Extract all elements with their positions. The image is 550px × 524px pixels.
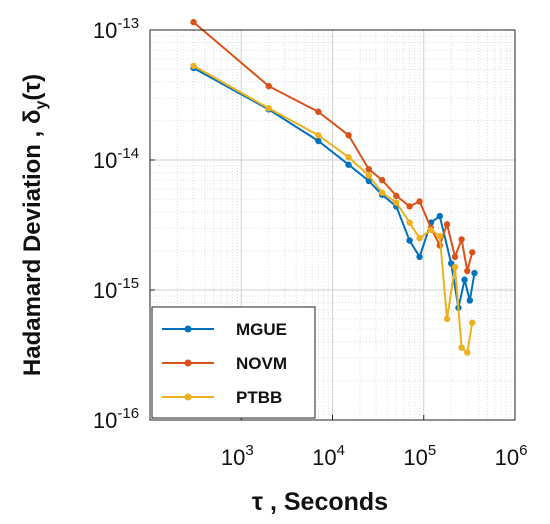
data-point-mgue xyxy=(466,297,474,304)
data-point-novm xyxy=(464,267,471,275)
data-point-ptbb xyxy=(345,154,352,161)
x-axis-label: τ , Seconds xyxy=(252,488,388,516)
data-point-ptbb xyxy=(436,232,444,240)
legend: MGUE NOVM PTBB xyxy=(151,306,316,419)
legend-marker xyxy=(184,325,192,333)
legend-label: NOVM xyxy=(236,354,287,373)
data-point-mgue xyxy=(345,161,352,168)
y-tick-label: 10-16 xyxy=(93,405,139,433)
legend-item-mgue: MGUE xyxy=(162,320,287,339)
data-point-novm xyxy=(443,221,451,228)
legend-marker xyxy=(184,393,192,401)
legend-label: MGUE xyxy=(236,320,287,339)
y-axis-label: Hadamard Deviation , δy(τ) xyxy=(19,74,50,376)
x-axis-label-group: τ , Seconds xyxy=(252,488,388,516)
data-point-novm xyxy=(190,18,197,26)
data-point-mgue xyxy=(406,237,413,244)
data-point-novm xyxy=(393,192,400,200)
x-tick-label: 105 xyxy=(403,442,436,470)
data-point-novm xyxy=(416,198,423,205)
data-point-novm xyxy=(265,82,272,90)
legend-item-ptbb: PTBB xyxy=(162,388,282,407)
y-axis-label-group: Hadamard Deviation , δy(τ) xyxy=(19,74,50,376)
series-line-mgue xyxy=(193,67,476,309)
legend-marker xyxy=(184,359,192,367)
data-point-ptbb xyxy=(427,226,435,234)
x-tick-label: 106 xyxy=(495,442,528,470)
data-point-ptbb xyxy=(464,349,471,356)
y-tick-label: 10-14 xyxy=(93,145,139,173)
y-tick-label: 10-13 xyxy=(93,15,139,43)
data-point-ptbb xyxy=(458,344,465,351)
data-point-ptbb xyxy=(315,132,322,139)
data-point-ptbb xyxy=(451,263,459,271)
data-point-mgue xyxy=(461,276,468,283)
y-tick-label: 10-15 xyxy=(93,275,139,303)
legend-item-novm: NOVM xyxy=(162,354,287,373)
series-lines xyxy=(190,18,478,356)
series-ptbb xyxy=(190,62,476,356)
data-point-ptbb xyxy=(365,172,373,179)
data-point-mgue xyxy=(471,269,478,277)
x-tick-label: 103 xyxy=(221,442,254,470)
axis-ticks: 103 104 105 106 10-16 10-15 10-14 10-13 xyxy=(93,15,528,470)
data-point-ptbb xyxy=(378,189,386,196)
data-point-ptbb xyxy=(393,199,400,206)
data-point-novm xyxy=(365,165,373,173)
series-line-novm xyxy=(192,21,474,272)
series-line-ptbb xyxy=(193,64,474,355)
data-point-ptbb xyxy=(469,319,476,326)
data-point-novm xyxy=(469,249,476,256)
data-point-novm xyxy=(451,253,459,261)
data-point-novm xyxy=(406,203,413,210)
data-point-ptbb xyxy=(406,219,413,226)
data-point-mgue xyxy=(436,212,444,220)
data-point-mgue xyxy=(416,253,423,261)
data-point-ptbb xyxy=(265,105,272,112)
data-point-novm xyxy=(345,132,352,139)
x-tick-label: 104 xyxy=(312,442,345,470)
data-point-mgue xyxy=(365,177,373,185)
data-point-ptbb xyxy=(416,235,423,242)
legend-label: PTBB xyxy=(236,388,282,407)
data-point-ptbb xyxy=(190,62,197,70)
data-point-novm xyxy=(458,236,465,243)
data-point-ptbb xyxy=(443,315,451,323)
data-point-novm xyxy=(315,108,322,115)
data-point-novm xyxy=(378,176,386,184)
data-point-mgue xyxy=(315,137,322,145)
